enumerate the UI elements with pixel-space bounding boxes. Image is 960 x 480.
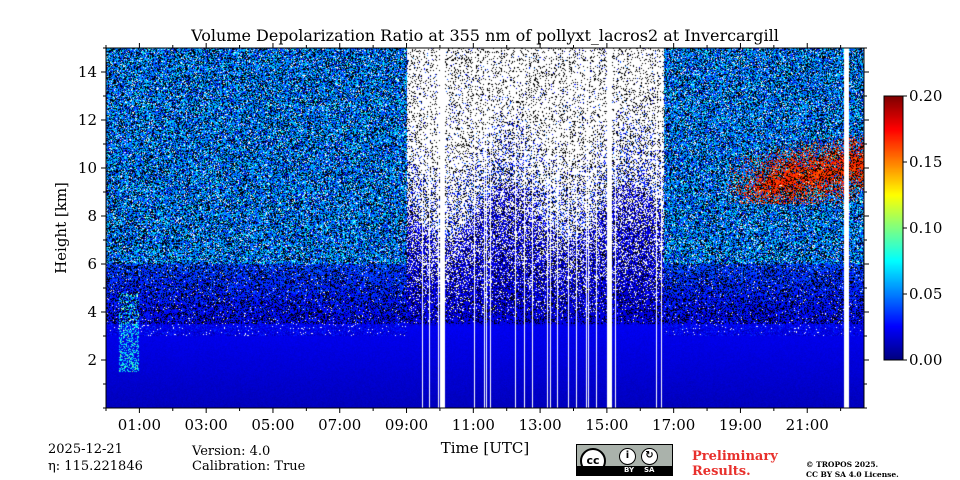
share-alike-icon: ↻ [641, 448, 658, 465]
x-tick-label: 17:00 [652, 416, 695, 434]
x-tick-label: 15:00 [585, 416, 628, 434]
y-tick-label: 14 [78, 63, 97, 81]
x-tick-label: 11:00 [452, 416, 495, 434]
y-tick-label: 12 [78, 111, 97, 129]
copyright-line-1: © TROPOS 2025. [806, 460, 879, 469]
badge-by-label: BY [624, 466, 635, 474]
x-tick-label: 13:00 [518, 416, 561, 434]
colorbar-ticks: 0.00 0.05 0.10 0.15 0.20 [883, 87, 942, 369]
preliminary-results-note: Preliminary Results. [692, 449, 778, 479]
colorbar-tick-label: 0.05 [909, 285, 942, 303]
y-tick-label: 8 [87, 207, 97, 225]
x-axis-label: Time [UTC] [441, 439, 530, 457]
badge-sa-label: SA [644, 466, 655, 474]
x-tick-label: 03:00 [185, 416, 228, 434]
preliminary-line-2: Results. [692, 464, 751, 479]
x-tick-label: 19:00 [719, 416, 762, 434]
footer-version: Version: 4.0 [192, 444, 271, 459]
heatmap-image [106, 48, 864, 408]
copyright-note: © TROPOS 2025. CC BY SA 4.0 License. [806, 460, 899, 480]
colorbar-tick-label: 0.20 [909, 87, 942, 105]
y-tick-label: 6 [87, 255, 97, 273]
cc-license-badge: cc i ↻ BY SA [576, 444, 673, 476]
x-tick-label: 21:00 [786, 416, 829, 434]
colorbar-tick-label: 0.10 [909, 219, 942, 237]
badge-strip [577, 466, 672, 475]
axes-group [105, 47, 865, 409]
x-tick-label: 05:00 [251, 416, 294, 434]
y-tick-label: 4 [87, 303, 97, 321]
footer-calibration: Calibration: True [192, 459, 306, 474]
preliminary-line-1: Preliminary [692, 449, 778, 464]
colorbar-tick-label: 0.15 [909, 153, 942, 171]
y-tick-label: 10 [78, 159, 97, 177]
y-tick-label: 2 [87, 351, 97, 369]
x-tick-label: 07:00 [318, 416, 361, 434]
plot-frame [105, 47, 865, 409]
copyright-line-2: CC BY SA 4.0 License. [806, 470, 899, 479]
x-ticks: 01:00 03:00 05:00 07:00 09:00 11:00 13:00 15:00… [105, 43, 842, 434]
chart-title: Volume Depolarization Ratio at 355 nm of… [190, 26, 779, 45]
footer-eta: η: 115.221846 [48, 459, 143, 474]
y-ticks: 2 4 6 8 10 12 14 [78, 47, 869, 409]
attribution-icon: i [619, 448, 636, 465]
x-tick-label: 01:00 [118, 416, 161, 434]
colorbar-image [884, 96, 903, 360]
footer-date: 2025-12-21 [48, 442, 123, 457]
colorbar-tick-label: 0.00 [909, 351, 942, 369]
x-tick-label: 09:00 [385, 416, 428, 434]
y-axis-label: Height [km] [52, 182, 70, 274]
